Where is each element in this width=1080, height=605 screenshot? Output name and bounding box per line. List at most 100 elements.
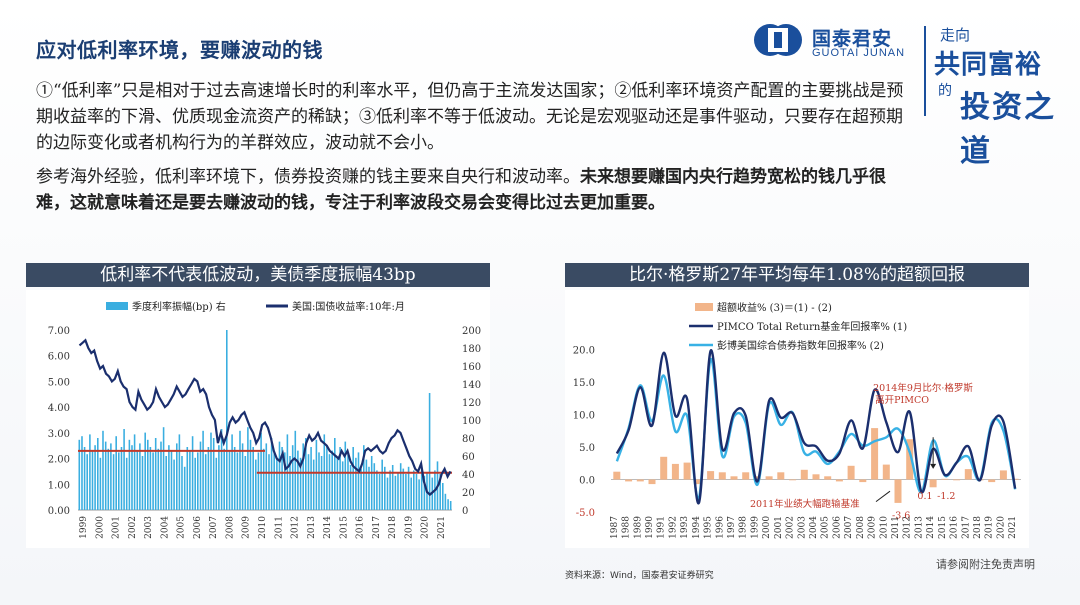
x-tick-label: 2018 <box>388 516 398 539</box>
x-tick-label: 2006 <box>193 516 203 539</box>
x-tick-label: 2007 <box>209 516 219 539</box>
bar-quarterly-amplitude <box>199 441 202 510</box>
x-tick-label: 1990 <box>645 516 655 539</box>
bar-excess-return <box>812 474 820 480</box>
bar-quarterly-amplitude <box>310 447 312 510</box>
bar-quarterly-amplitude <box>273 450 275 510</box>
bar-quarterly-amplitude <box>328 454 331 510</box>
annotation-gross-leaves-line1: 2014年9月比尔·格罗斯 <box>873 382 973 394</box>
slogan-line-4: 投资之道 <box>960 90 1056 169</box>
slogan-line-1: 走向 <box>940 26 971 44</box>
bar-quarterly-amplitude <box>284 452 286 510</box>
bar-excess-return <box>929 479 937 488</box>
bar-quarterly-amplitude <box>207 447 210 510</box>
bar-excess-return <box>707 471 715 480</box>
bar-excess-return <box>718 472 726 480</box>
bar-quarterly-amplitude <box>131 445 133 510</box>
bar-quarterly-amplitude <box>336 457 339 510</box>
bar-quarterly-amplitude <box>115 436 117 510</box>
x-tick-label: 2002 <box>128 516 138 539</box>
x-tick-label: 2016 <box>950 516 960 539</box>
x-tick-label: 2019 <box>985 516 995 539</box>
page-title: 应对低利率环境，要赚波动的钱 <box>36 38 323 62</box>
x-tick-label: 2016 <box>356 516 366 539</box>
bar-quarterly-amplitude <box>125 457 128 510</box>
legend-swatch-excess <box>695 303 713 311</box>
x-tick-label: 2004 <box>809 516 819 539</box>
bar-quarterly-amplitude <box>110 443 112 510</box>
bar-quarterly-amplitude <box>128 439 131 510</box>
bar-quarterly-amplitude <box>181 456 183 510</box>
bar-quarterly-amplitude <box>186 447 189 510</box>
y-right-tick-label: 140 <box>462 380 481 391</box>
bar-quarterly-amplitude <box>136 450 139 510</box>
bar-quarterly-amplitude <box>81 436 83 510</box>
bar-quarterly-amplitude <box>339 447 341 510</box>
y-right-tick-label: 40 <box>462 470 475 481</box>
bar-quarterly-amplitude <box>249 439 252 510</box>
bar-quarterly-amplitude <box>241 443 244 510</box>
bar-quarterly-amplitude <box>97 438 99 510</box>
legend-label-pimco: PIMCO Total Return基金年回报率% (1) <box>717 320 907 333</box>
x-tick-label: 1997 <box>727 516 737 539</box>
bar-quarterly-amplitude <box>220 429 223 510</box>
bar-excess-return <box>625 479 633 482</box>
x-tick-label: 2009 <box>868 516 878 539</box>
x-tick-label: 2012 <box>903 516 913 539</box>
bar-excess-return <box>695 479 703 485</box>
bar-quarterly-amplitude <box>218 445 220 510</box>
bar-quarterly-amplitude <box>149 447 152 510</box>
bar-quarterly-amplitude <box>152 452 154 510</box>
bar-quarterly-amplitude <box>334 438 336 510</box>
bar-excess-return <box>964 469 972 480</box>
bar-quarterly-amplitude <box>305 438 307 510</box>
y-tick-label: -5.0 <box>576 508 595 519</box>
bar-quarterly-amplitude <box>141 456 144 510</box>
x-tick-label: 2005 <box>177 516 187 539</box>
paragraph-1: ①“低利率”只是相对于过去高速增长时的利率水平，但仍高于主流发达国家；②低利率环… <box>36 81 904 153</box>
x-tick-label: 2020 <box>421 516 431 539</box>
bar-quarterly-amplitude <box>194 457 196 510</box>
bar-quarterly-amplitude <box>449 501 452 510</box>
bar-quarterly-amplitude <box>423 475 426 510</box>
bar-quarterly-amplitude <box>439 474 441 510</box>
bar-quarterly-amplitude <box>355 457 357 510</box>
bar-quarterly-amplitude <box>326 445 328 510</box>
bar-quarterly-amplitude <box>104 441 107 510</box>
bar-quarterly-amplitude <box>320 456 323 510</box>
header-divider <box>924 26 926 116</box>
bar-quarterly-amplitude <box>191 436 194 510</box>
bar-quarterly-amplitude <box>352 447 354 510</box>
bar-excess-return <box>660 456 668 480</box>
bar-excess-return <box>765 476 773 480</box>
chart-1-svg: 季度利率振幅(bp) 右 美国:国债收益率:10年:月 0.00 1.00 2.00 3.… <box>48 300 481 539</box>
bar-quarterly-amplitude <box>262 448 265 510</box>
source-note: 资料来源：Wind，国泰君安证券研究 <box>565 571 714 581</box>
bar-quarterly-amplitude <box>160 441 162 510</box>
x-tick-label: 2014 <box>926 516 936 539</box>
x-tick-label: 1993 <box>680 516 690 539</box>
bar-quarterly-amplitude <box>318 452 320 510</box>
bar-quarterly-amplitude <box>291 445 294 510</box>
bar-quarterly-amplitude <box>415 474 418 510</box>
logo-chinese-name: 国泰君安 <box>812 28 893 50</box>
legend-label-index: 彭博美国综合债券指数年回报率% (2) <box>717 339 884 352</box>
bar-quarterly-amplitude <box>215 457 218 510</box>
logo-english-name: GUOTAI JUNAN <box>812 47 906 59</box>
bar-quarterly-amplitude <box>294 430 297 510</box>
x-tick-label: 2013 <box>914 516 924 539</box>
bar-excess-return <box>636 479 644 482</box>
y-right-tick-label: 120 <box>462 398 481 409</box>
y-right-tick-label: 80 <box>462 434 475 445</box>
bar-quarterly-amplitude <box>133 434 136 510</box>
x-tick-label: 1995 <box>704 516 714 539</box>
bar-quarterly-amplitude <box>176 443 178 510</box>
bar-excess-return <box>730 476 738 480</box>
bar-quarterly-amplitude <box>189 450 191 510</box>
bar-excess-return <box>824 476 832 480</box>
annotation-arrow-shaft-2011 <box>875 490 891 503</box>
bar-excess-return <box>882 464 890 480</box>
x-tick-label: 1994 <box>692 516 702 539</box>
bar-quarterly-amplitude <box>268 454 270 510</box>
bar-excess-return <box>871 428 879 480</box>
